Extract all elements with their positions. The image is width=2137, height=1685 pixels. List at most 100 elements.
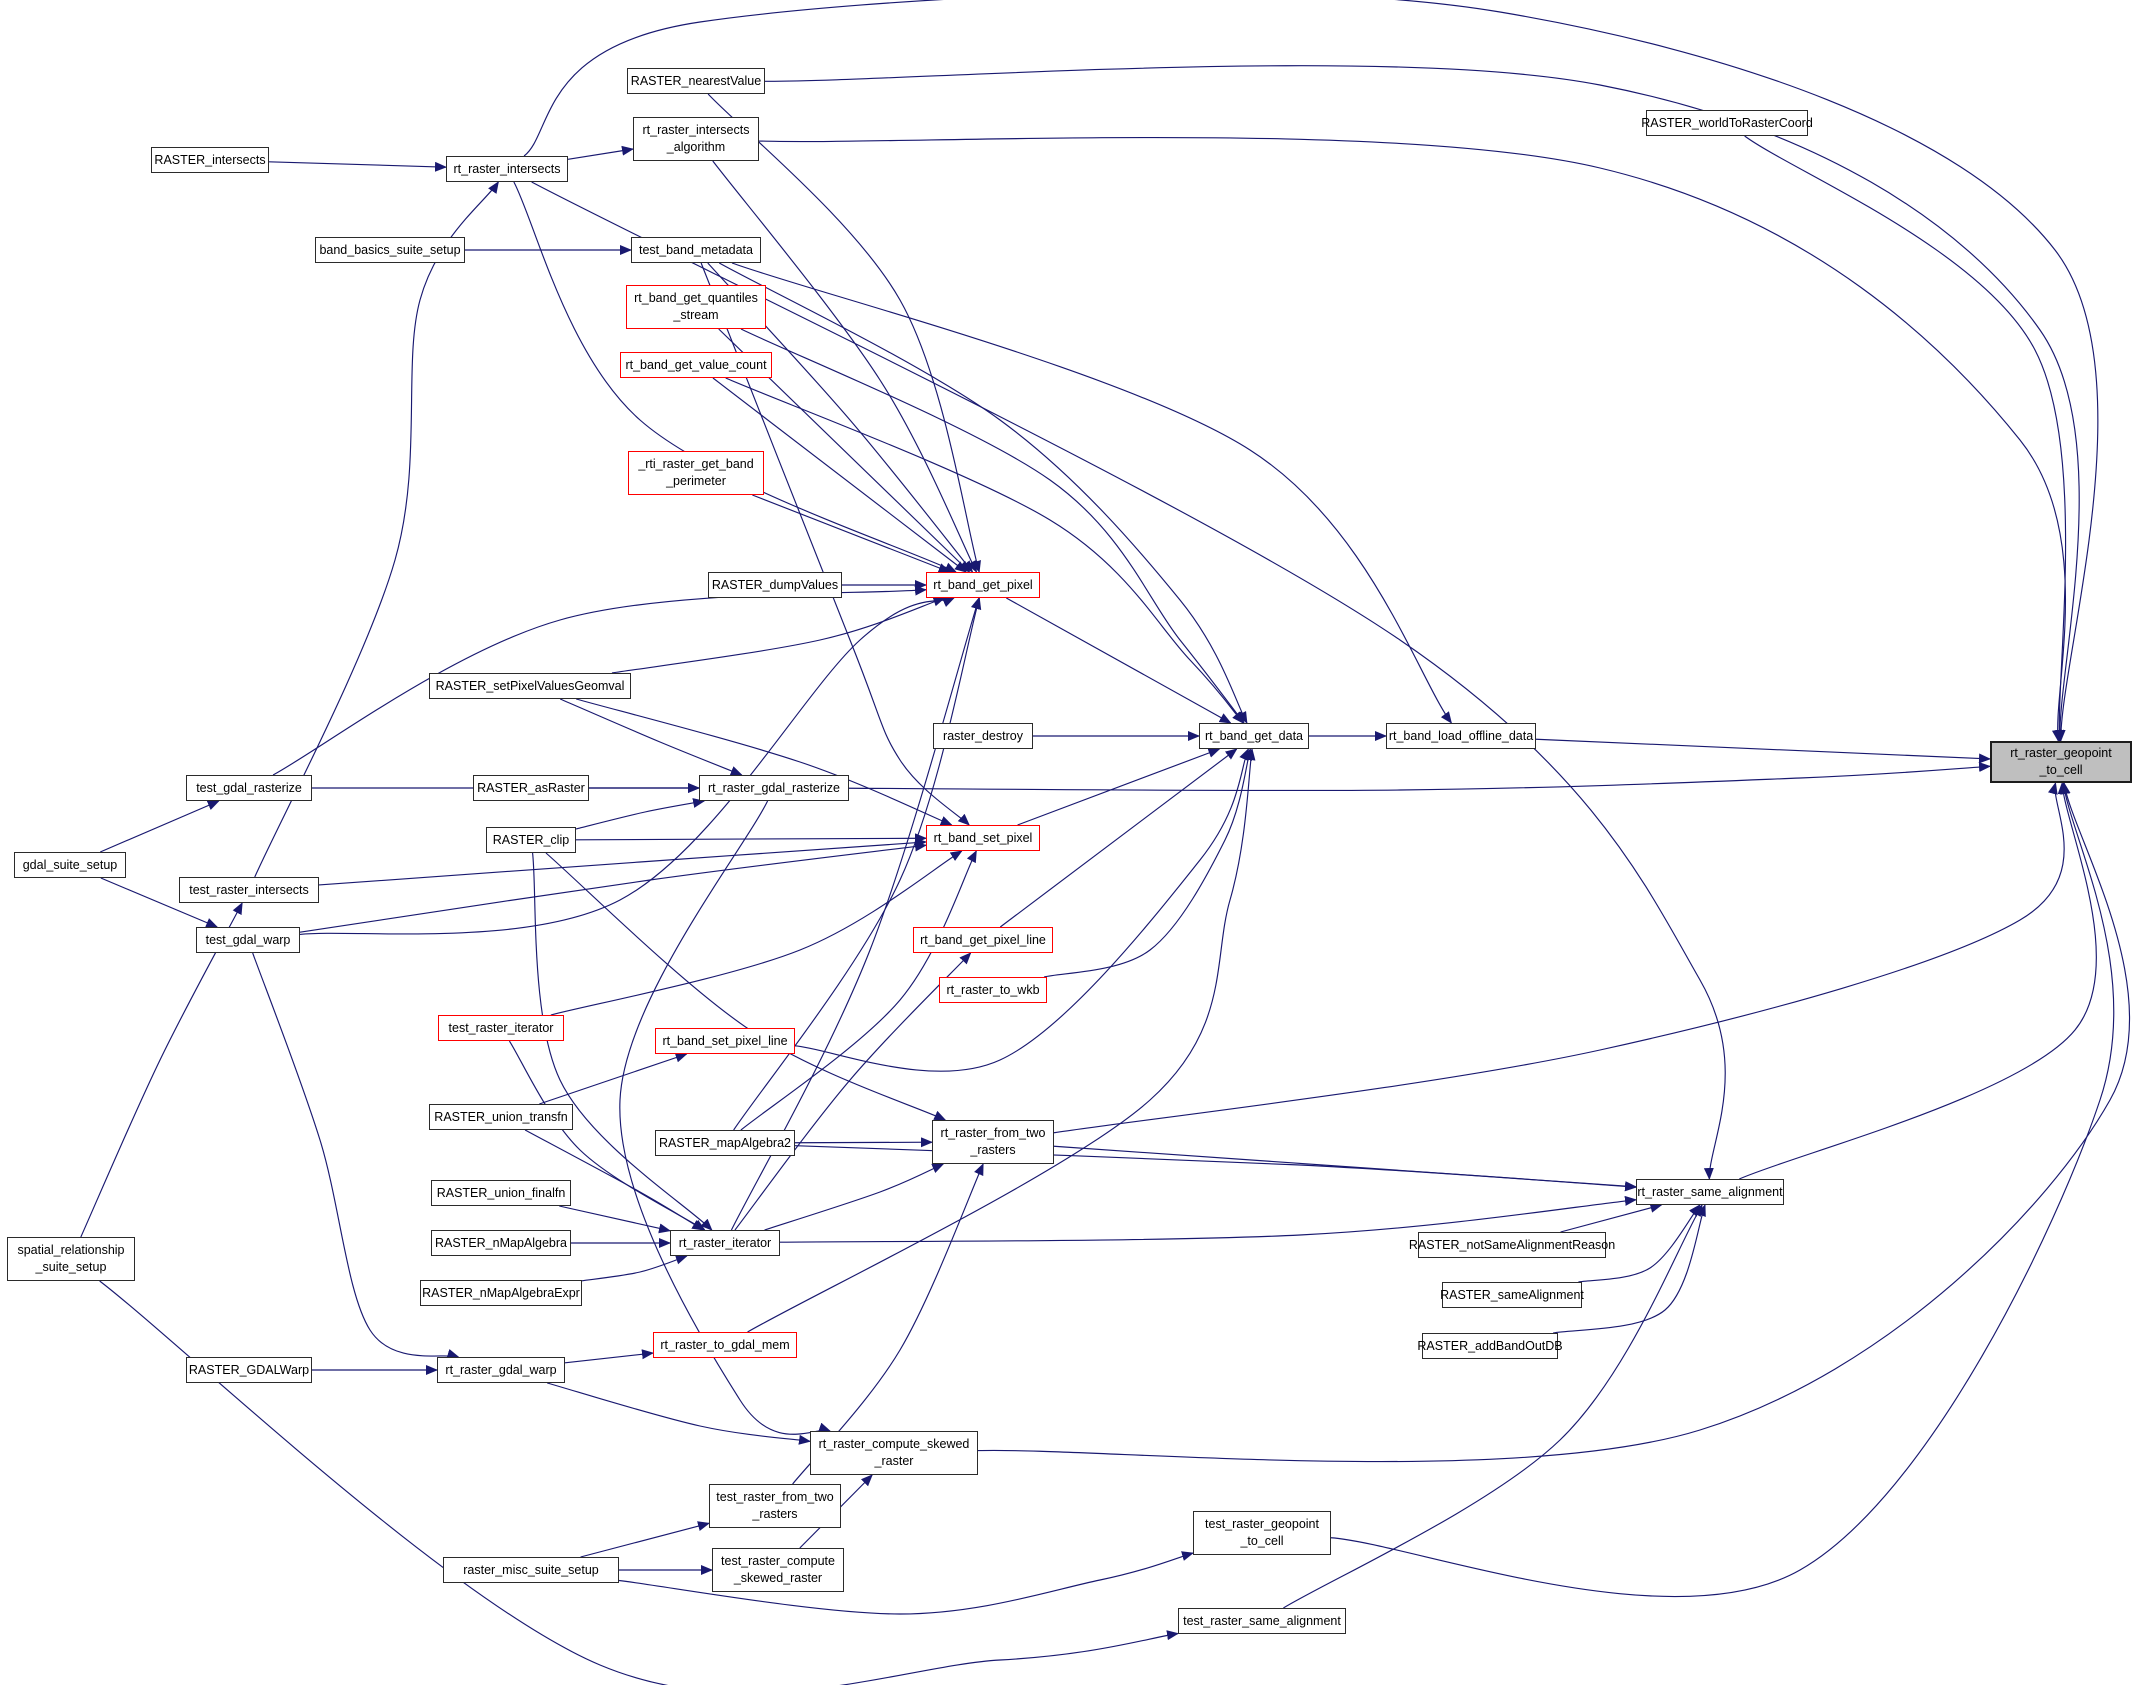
node-test-raster-intersects[interactable]: test_raster_intersects	[179, 877, 319, 903]
edge-rt-raster-iterator--rt-band-get-pixel	[730, 597, 981, 1231]
edge-rt-raster-intersects-algorithm--rt-band-get-pixel	[712, 160, 977, 573]
node-test-band-metadata[interactable]: test_band_metadata	[631, 237, 761, 263]
edge-rt-raster-same-alignment--rt-raster-geopoint-to-cell	[1739, 782, 2097, 1180]
edge-rt-raster-intersects--rt-band-get-pixel	[513, 181, 957, 573]
node-rt-band-get-quantiles-stream[interactable]: rt_band_get_quantiles _stream	[626, 285, 766, 329]
node-rt-band-get-value-count[interactable]: rt_band_get_value_count	[620, 352, 772, 378]
node-RASTER-intersects[interactable]: RASTER_intersects	[151, 147, 269, 173]
node-RASTER-union-transfn[interactable]: RASTER_union_transfn	[429, 1104, 573, 1130]
node-raster-misc-suite-setup[interactable]: raster_misc_suite_setup	[443, 1557, 619, 1583]
node-RASTER-nMapAlgebra[interactable]: RASTER_nMapAlgebra	[431, 1230, 571, 1256]
edge-rt-band-set-pixel--rt-band-get-data	[1017, 748, 1221, 826]
edge-rt-raster-intersects--rt-raster-same-alignment	[531, 181, 1726, 1180]
node-rt-band-set-pixel-line[interactable]: rt_band_set_pixel_line	[655, 1028, 795, 1054]
edge-test-raster-intersects--rt-band-set-pixel	[318, 837, 927, 886]
node-RASTER-nearestValue[interactable]: RASTER_nearestValue	[627, 68, 765, 94]
edge-test-gdal-warp--rt-raster-gdal-warp	[252, 952, 460, 1359]
edge-RASTER-mapAlgebra2--rt-raster-same-alignment	[794, 1145, 1637, 1192]
node-RASTER-dumpValues[interactable]: RASTER_dumpValues	[708, 572, 842, 598]
edge-gdal-suite-setup--test-gdal-warp	[100, 877, 219, 928]
edge-RASTER-sameAlignment--rt-raster-same-alignment	[1578, 1204, 1701, 1283]
edge-raster-misc-suite-setup--test-raster-from-two-rasters	[580, 1521, 710, 1558]
node-rt-raster-compute-skewed-raster[interactable]: rt_raster_compute_skewed _raster	[810, 1431, 978, 1475]
node-rt-band-get-pixel-line[interactable]: rt_band_get_pixel_line	[913, 927, 1053, 953]
edge-RASTER-intersects--rt-raster-intersects	[268, 161, 447, 172]
edge-RASTER-clip--rt-raster-gdal-rasterize	[575, 798, 706, 830]
node-rt-band-get-pixel[interactable]: rt_band_get_pixel	[926, 572, 1040, 598]
node-rt-raster-gdal-warp[interactable]: rt_raster_gdal_warp	[437, 1357, 565, 1383]
edge-RASTER-clip--rt-raster-from-two-rasters	[545, 852, 947, 1121]
edge-rt-raster-gdal-warp--rt-raster-compute-skewed-raster	[547, 1382, 811, 1445]
node-rt-raster-same-alignment[interactable]: rt_raster_same_alignment	[1636, 1179, 1784, 1205]
node-RASTER-setPixelValuesGeomval[interactable]: RASTER_setPixelValuesGeomval	[429, 673, 631, 699]
edge-rt-raster-intersects-algorithm--rt-raster-geopoint-to-cell	[758, 136, 2067, 742]
edge-RASTER-mapAlgebra2--rt-band-get-pixel	[733, 597, 982, 1131]
edge-rt-raster-intersects--rt-raster-intersects-algorithm	[567, 145, 634, 160]
node-RASTER-notSameAlignmentReason[interactable]: RASTER_notSameAlignmentReason	[1409, 1232, 1615, 1258]
node-RASTER-nMapAlgebraExpr[interactable]: RASTER_nMapAlgebraExpr	[420, 1280, 582, 1306]
edge-rt-band-get-value-count--rt-band-get-data	[725, 377, 1244, 724]
node-RASTER-mapAlgebra2[interactable]: RASTER_mapAlgebra2	[655, 1130, 795, 1156]
node-rt-raster-iterator[interactable]: rt_raster_iterator	[670, 1230, 780, 1256]
node-rt-raster-intersects-algorithm[interactable]: rt_raster_intersects _algorithm	[633, 117, 759, 161]
node-test-raster-geopoint-to-cell[interactable]: test_raster_geopoint _to_cell	[1193, 1511, 1331, 1555]
edge-test-raster-geopoint-to-cell--rt-raster-geopoint-to-cell	[1330, 782, 2115, 1598]
edge-RASTER-setPixelValuesGeomval--rt-band-get-pixel	[611, 596, 946, 674]
node-rt-band-load-offline-data[interactable]: rt_band_load_offline_data	[1386, 723, 1536, 749]
edge-test-raster-iterator--rt-band-set-pixel	[550, 850, 963, 1016]
node-test-raster-from-two-rasters[interactable]: test_raster_from_two _rasters	[709, 1484, 841, 1528]
edge-rt-raster-from-two-rasters--rt-raster-same-alignment	[1053, 1145, 1637, 1192]
node--rti-raster-get-band-perimeter[interactable]: _rti_raster_get_band _perimeter	[628, 451, 764, 495]
node-rt-raster-intersects[interactable]: rt_raster_intersects	[446, 156, 568, 182]
node-rt-raster-from-two-rasters[interactable]: rt_raster_from_two _rasters	[932, 1120, 1054, 1164]
edge-test-gdal-warp--rt-band-set-pixel	[299, 841, 927, 933]
edge-rt-raster-from-two-rasters--rt-raster-geopoint-to-cell	[1053, 782, 2065, 1134]
edge-test-raster-same-alignment--rt-raster-same-alignment	[1283, 1204, 1703, 1609]
node-rt-band-set-pixel[interactable]: rt_band_set_pixel	[926, 825, 1040, 851]
edge-RASTER-notSameAlignmentReason--rt-raster-same-alignment	[1560, 1203, 1663, 1233]
node-RASTER-worldToRasterCoord[interactable]: RASTER_worldToRasterCoord	[1641, 110, 1813, 136]
node-RASTER-sameAlignment[interactable]: RASTER_sameAlignment	[1440, 1282, 1584, 1308]
edge-rt-raster-to-wkb--rt-band-get-data	[1043, 748, 1253, 978]
edge-rt-raster-gdal-warp--rt-raster-to-gdal-mem	[564, 1349, 654, 1364]
edge-rt-raster-intersects--rt-raster-geopoint-to-cell	[523, 0, 2099, 742]
edge-RASTER-mapAlgebra2--rt-raster-from-two-rasters	[794, 1137, 933, 1148]
edge-RASTER-worldToRasterCoord--rt-raster-geopoint-to-cell	[1744, 135, 2067, 742]
node-test-raster-compute-skewed-raster[interactable]: test_raster_compute _skewed_raster	[712, 1548, 844, 1592]
edge-RASTER-mapAlgebra2--rt-band-set-pixel	[740, 850, 977, 1131]
edge-gdal-suite-setup--test-gdal-rasterize	[99, 800, 220, 853]
node-RASTER-asRaster[interactable]: RASTER_asRaster	[473, 775, 589, 801]
edge-rt-band-get-value-count--rt-band-get-pixel	[712, 377, 967, 573]
edge-spatial-relationship-suite-setup--test-raster-intersects	[80, 902, 243, 1238]
edge-rt-raster-iterator--rt-raster-from-two-rasters	[764, 1163, 945, 1231]
edge-rt-raster-to-gdal-mem--rt-band-get-data	[747, 748, 1256, 1333]
edge-rt-band-get-pixel-line--rt-band-get-data	[999, 748, 1238, 928]
node-RASTER-GDALWarp[interactable]: RASTER_GDALWarp	[186, 1357, 312, 1383]
edge-rt-band-get-pixel--rt-band-get-data	[1006, 597, 1232, 724]
node-rt-raster-to-wkb[interactable]: rt_raster_to_wkb	[939, 977, 1047, 1003]
edge-RASTER-setPixelValuesGeomval--rt-band-set-pixel	[576, 698, 953, 826]
node-rt-raster-geopoint-to-cell[interactable]: rt_raster_geopoint _to_cell	[1990, 741, 2132, 783]
edge-RASTER-union-transfn--rt-band-set-pixel-line	[539, 1052, 688, 1105]
node-rt-raster-to-gdal-mem[interactable]: rt_raster_to_gdal_mem	[653, 1332, 797, 1358]
node-test-gdal-warp[interactable]: test_gdal_warp	[196, 927, 300, 953]
node-raster-destroy[interactable]: raster_destroy	[933, 723, 1033, 749]
node-test-gdal-rasterize[interactable]: test_gdal_rasterize	[186, 775, 312, 801]
node-RASTER-union-finalfn[interactable]: RASTER_union_finalfn	[431, 1180, 571, 1206]
node-test-raster-same-alignment[interactable]: test_raster_same_alignment	[1178, 1608, 1346, 1634]
node-gdal-suite-setup[interactable]: gdal_suite_setup	[14, 852, 126, 878]
edge-RASTER-clip--rt-band-set-pixel	[575, 833, 927, 844]
node-test-raster-iterator[interactable]: test_raster_iterator	[438, 1015, 564, 1041]
node-band-basics-suite-setup[interactable]: band_basics_suite_setup	[315, 237, 465, 263]
edge-rt-raster-compute-skewed-raster--rt-raster-geopoint-to-cell	[977, 782, 2131, 1463]
node-RASTER-addBandOutDB[interactable]: RASTER_addBandOutDB	[1417, 1333, 1563, 1359]
edge-test-raster-iterator--rt-raster-iterator	[508, 1040, 706, 1231]
node-RASTER-clip[interactable]: RASTER_clip	[486, 827, 576, 853]
edge-test-gdal-warp--rt-band-get-pixel	[299, 597, 955, 935]
edge-RASTER-nMapAlgebraExpr--rt-raster-iterator	[581, 1254, 688, 1282]
edge-test-band-metadata--rt-band-get-data	[718, 262, 1248, 724]
node-rt-raster-gdal-rasterize[interactable]: rt_raster_gdal_rasterize	[699, 775, 849, 801]
edge-RASTER-addBandOutDB--rt-raster-same-alignment	[1553, 1204, 1706, 1334]
node-rt-band-get-data[interactable]: rt_band_get_data	[1199, 723, 1309, 749]
node-spatial-relationship-suite-setup[interactable]: spatial_relationship _suite_setup	[7, 1237, 135, 1281]
